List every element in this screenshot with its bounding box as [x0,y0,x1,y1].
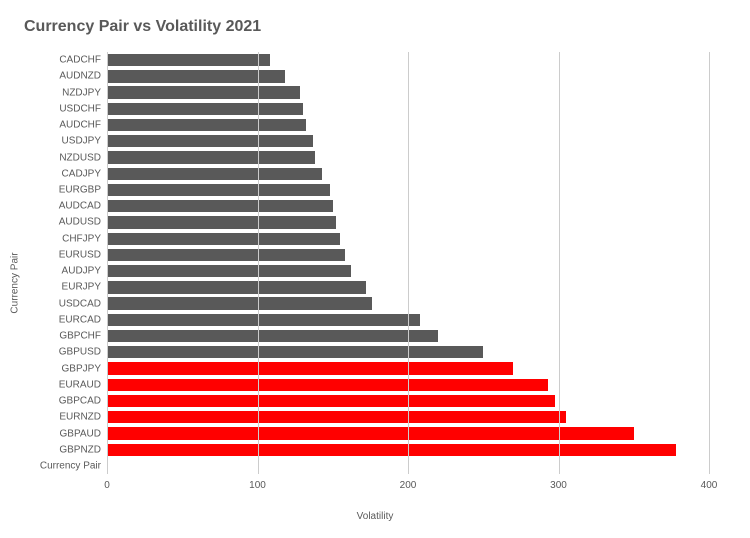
chart-ytick: AUDNZD [59,71,101,82]
chart-bar [107,362,513,374]
chart-bar [107,184,330,196]
chart-ytick: USDCAD [59,298,101,309]
chart-xtick: 0 [104,480,110,491]
chart-xtick: 100 [249,480,266,491]
chart-ytick: EURUSD [59,249,101,260]
chart-xlabel: Volatility [357,511,394,522]
chart-plot-area: CADCHFAUDNZDNZDJPYUSDCHFAUDCHFUSDJPYNZDU… [107,52,709,474]
chart-bar [107,395,555,407]
chart-ytick: GBPUSD [59,347,101,358]
chart-ytick: USDJPY [62,136,101,147]
chart-bar [107,427,634,439]
chart-bar [107,379,548,391]
chart-gridline [709,52,710,474]
chart-ytick: NZDJPY [62,87,101,98]
chart-bar [107,54,270,66]
chart-outer: Currency Pair CADCHFAUDNZDNZDJPYUSDCHFAU… [21,48,729,518]
chart-ytick: CADCHF [59,55,101,66]
chart-ytick: EURCAD [59,314,101,325]
chart-ytick: AUDUSD [59,217,101,228]
chart-bar [107,200,333,212]
chart-bar [107,151,315,163]
chart-ytick: Currency Pair [40,460,101,471]
chart-gridline [408,52,409,474]
chart-ytick: NZDUSD [59,152,101,163]
chart-gridline [559,52,560,474]
chart-title: Currency Pair vs Volatility 2021 [24,18,730,36]
chart-ytick: CHFJPY [62,233,101,244]
chart-ytick: USDCHF [59,103,101,114]
chart-ytick: CADJPY [62,168,101,179]
chart-bar [107,103,303,115]
chart-bar [107,249,345,261]
chart-bar [107,411,566,423]
chart-ytick: EURGBP [59,184,101,195]
chart-bar [107,330,438,342]
chart-xtick: 200 [400,480,417,491]
chart-ytick: GBPJPY [62,363,101,374]
chart-bar [107,168,322,180]
chart-bar [107,346,483,358]
chart-ytick: GBPAUD [60,428,102,439]
chart-bar [107,297,372,309]
chart-ytick: EURAUD [59,379,101,390]
chart-bar [107,233,340,245]
chart-bar [107,444,676,456]
chart-bar [107,135,313,147]
chart-ytick: GBPCAD [59,396,101,407]
chart-gridline [258,52,259,474]
chart-ytick: EURNZD [59,412,101,423]
chart-bar [107,86,300,98]
chart-ytick: AUDCAD [59,201,101,212]
chart-bar [107,119,306,131]
chart-ytick: GBPCHF [59,331,101,342]
chart-bar [107,314,420,326]
chart-xtick: 300 [550,480,567,491]
chart-ytick: AUDJPY [62,266,101,277]
chart-xtick: 400 [701,480,718,491]
chart-bar [107,265,351,277]
chart-ytick: AUDCHF [59,120,101,131]
chart-bar [107,281,366,293]
chart-ytick: GBPNZD [59,444,101,455]
chart-ylabel: Currency Pair [10,252,21,313]
chart-bar [107,216,336,228]
chart-page: Currency Pair vs Volatility 2021 Currenc… [0,0,750,538]
chart-ytick: EURJPY [62,282,101,293]
chart-gridline [107,52,108,474]
